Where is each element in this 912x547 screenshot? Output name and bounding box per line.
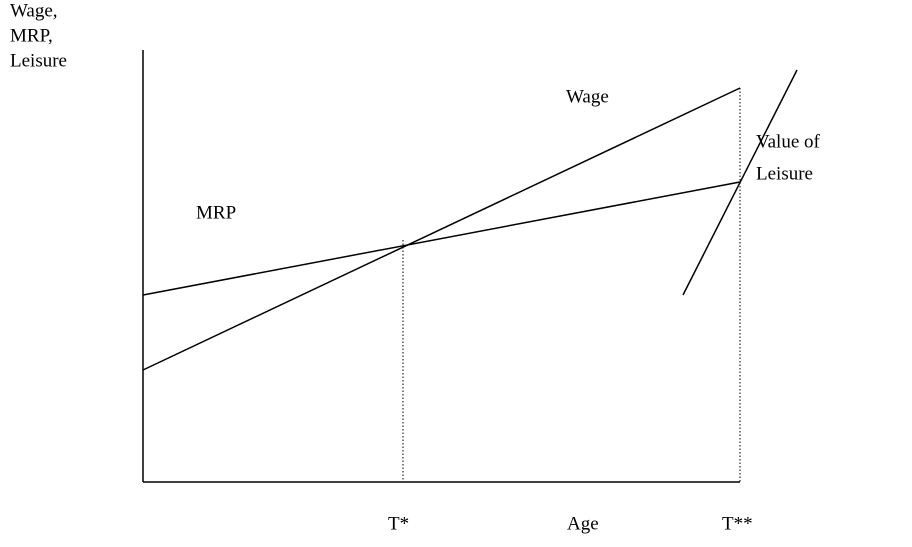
y-axis-label: Wage, bbox=[10, 0, 58, 21]
wage-line bbox=[142, 87, 741, 371]
value-of-leisure-label: Value of bbox=[756, 131, 821, 152]
value-of-leisure-label: Leisure bbox=[756, 163, 813, 184]
mrp-label: MRP bbox=[196, 202, 236, 223]
mrp-line bbox=[142, 181, 741, 296]
y-axis-label: MRP, bbox=[10, 25, 53, 46]
x-axis-label: Age bbox=[567, 513, 599, 534]
wage-label: Wage bbox=[566, 86, 609, 107]
y-axis-label: Leisure bbox=[10, 50, 67, 71]
x-mark-label: T** bbox=[722, 513, 753, 534]
x-mark-label: T* bbox=[388, 513, 409, 534]
